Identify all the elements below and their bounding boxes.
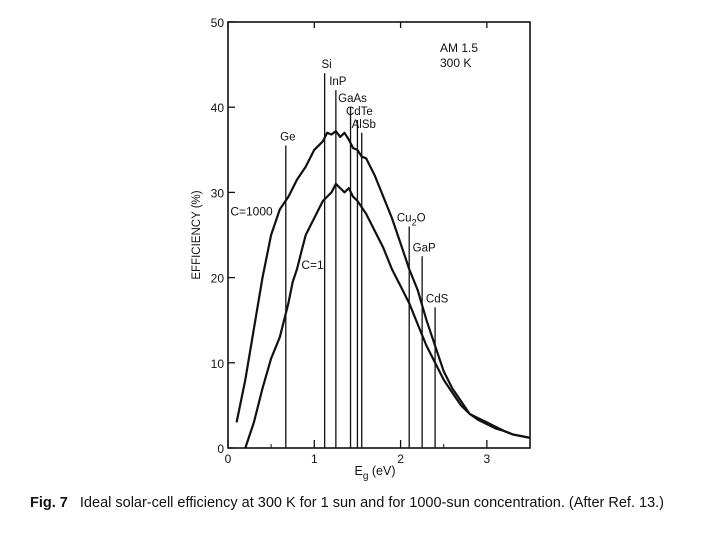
material-label: CdS <box>426 293 449 305</box>
plot-frame <box>227 21 531 449</box>
y-tick-label: 30 <box>211 186 225 200</box>
x-tick-label: 0 <box>225 452 232 466</box>
x-tick-label: 2 <box>397 452 404 466</box>
efficiency-curves <box>235 130 531 449</box>
y-tick-label: 0 <box>217 442 224 456</box>
x-axis-label: Eg (eV) <box>355 464 396 482</box>
y-tick-label: 10 <box>211 357 225 371</box>
caption-text: Ideal solar-cell efficiency at 300 K for… <box>79 495 664 511</box>
material-label: CdTe <box>346 106 373 118</box>
y-tick-label: 50 <box>211 16 225 30</box>
material-label: Cu2O <box>397 212 426 227</box>
series-label: C=1000 <box>230 204 273 218</box>
material-label: GaAs <box>338 93 367 105</box>
y-tick-label: 20 <box>211 272 225 286</box>
condition-label: 300 K <box>440 56 471 70</box>
caption-figure-number: Fig. 7 <box>30 495 68 511</box>
material-label: Si <box>322 59 332 71</box>
figure-caption: Fig. 7 Ideal solar-cell efficiency at 30… <box>30 494 690 513</box>
x-tick-label: 3 <box>484 452 491 466</box>
condition-label: AM 1.5 <box>440 41 478 55</box>
material-label: AlSb <box>352 119 376 131</box>
material-label: Ge <box>280 132 295 144</box>
y-axis-label: EFFICIENCY (%) <box>191 190 203 279</box>
material-label: GaP <box>413 242 436 254</box>
y-tick-label: 40 <box>211 101 225 115</box>
series-line <box>235 130 531 439</box>
series-label: C=1 <box>301 258 324 272</box>
x-tick-label: 1 <box>311 452 318 466</box>
series-line <box>244 182 531 449</box>
material-label: InP <box>329 76 347 88</box>
